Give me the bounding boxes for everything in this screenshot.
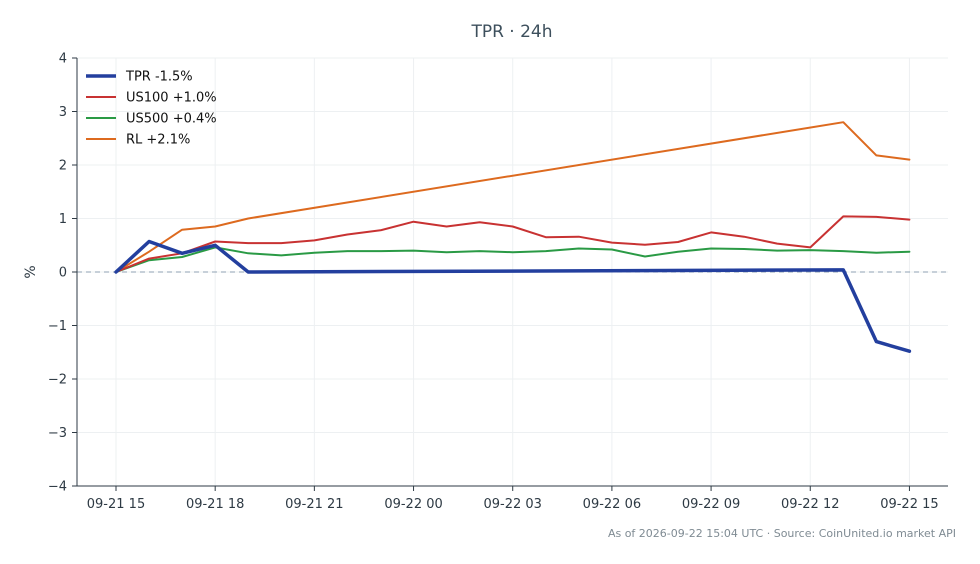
x-tick-label: 09-22 06 — [583, 497, 641, 512]
legend-label: RL +2.1% — [126, 133, 190, 148]
y-tick-label: 2 — [59, 159, 67, 174]
x-tick-label: 09-22 00 — [384, 497, 442, 512]
source-footer: As of 2026-09-22 15:04 UTC · Source: Coi… — [608, 527, 956, 540]
x-tick-label: 09-21 18 — [186, 497, 244, 512]
x-tick-label: 09-22 03 — [483, 497, 541, 512]
legend-label: TPR -1.5% — [125, 70, 193, 85]
y-tick-label: −3 — [48, 426, 67, 441]
y-tick-label: 4 — [59, 52, 67, 67]
x-tick-label: 09-21 15 — [87, 497, 145, 512]
legend: TPR -1.5% US100 +1.0% US500 +0.4% RL +2.1% — [86, 70, 217, 148]
series-line-us500 — [115, 246, 911, 273]
y-axis-label: % — [23, 265, 39, 278]
y-axis-ticks: 4 3 2 1 0 −1 −2 −3 −4 — [48, 52, 77, 495]
y-tick-label: −1 — [48, 319, 67, 334]
series-line-us100 — [115, 215, 911, 273]
y-tick-label: −2 — [48, 373, 67, 388]
x-tick-label: 09-22 15 — [880, 497, 938, 512]
series-line-rl — [115, 121, 911, 273]
legend-label: US100 +1.0% — [126, 91, 217, 106]
y-tick-label: 1 — [59, 212, 67, 227]
y-tick-label: 0 — [59, 266, 67, 281]
x-tick-label: 09-21 21 — [285, 497, 343, 512]
y-tick-label: 3 — [59, 105, 67, 120]
series-lines — [114, 121, 912, 353]
chart-title: TPR · 24h — [470, 22, 552, 42]
legend-label: US500 +0.4% — [126, 112, 217, 127]
x-tick-label: 09-22 12 — [781, 497, 839, 512]
y-tick-label: −4 — [48, 480, 67, 495]
x-axis-ticks: 09-21 15 09-21 18 09-21 21 09-22 00 09-22 03… — [87, 486, 939, 512]
series-line-tpr — [114, 239, 912, 353]
x-tick-label: 09-22 09 — [682, 497, 740, 512]
